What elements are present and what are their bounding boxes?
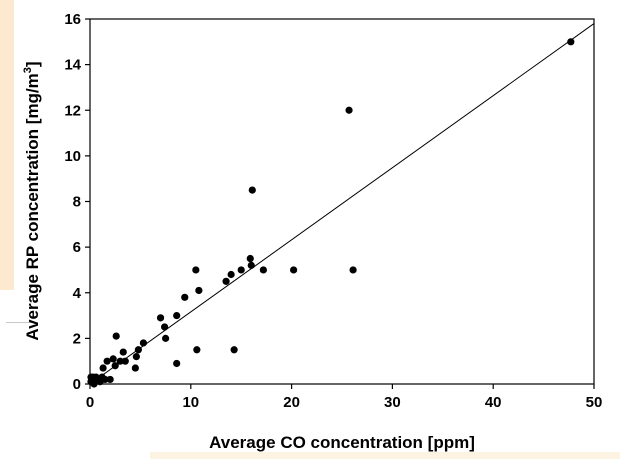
x-tick-label: 40 bbox=[485, 394, 502, 411]
y-axis-title-main: Average RP concentration [mg/m bbox=[23, 73, 42, 340]
x-axis-ticks: 0 10 20 30 40 50 bbox=[86, 384, 603, 411]
data-point bbox=[247, 261, 255, 269]
data-point bbox=[109, 355, 117, 363]
data-point bbox=[139, 339, 148, 347]
y-axis-ticks: 0 2 4 6 8 10 12 14 16 bbox=[64, 11, 90, 393]
data-point bbox=[345, 106, 353, 114]
y-tick-label: 14 bbox=[64, 57, 81, 74]
x-tick-label: 20 bbox=[283, 394, 300, 411]
data-point bbox=[230, 346, 238, 354]
data-point bbox=[246, 254, 254, 263]
data-point bbox=[349, 266, 357, 274]
data-points bbox=[87, 38, 575, 388]
data-point bbox=[116, 357, 124, 365]
data-point bbox=[567, 38, 575, 46]
data-point bbox=[156, 314, 165, 322]
x-tick-label: 30 bbox=[384, 394, 401, 411]
data-point bbox=[160, 323, 169, 331]
data-point bbox=[222, 277, 230, 285]
background-strip bbox=[0, 0, 14, 290]
x-axis-title: Average CO concentration [ppm] bbox=[209, 433, 475, 452]
trend-line bbox=[89, 23, 595, 385]
data-point bbox=[181, 293, 189, 301]
data-point bbox=[121, 357, 129, 365]
y-tick-label: 6 bbox=[73, 239, 81, 256]
data-point bbox=[192, 266, 200, 274]
data-point bbox=[290, 266, 298, 274]
y-axis-title: Average RP concentration [mg/m3] bbox=[22, 61, 42, 340]
data-point bbox=[112, 332, 120, 340]
data-point bbox=[195, 286, 203, 295]
data-point bbox=[227, 270, 235, 279]
y-tick-label: 0 bbox=[73, 376, 81, 393]
data-point bbox=[101, 375, 109, 384]
y-axis-title-close: ] bbox=[23, 61, 42, 67]
y-tick-label: 12 bbox=[64, 102, 81, 119]
y-tick-label: 10 bbox=[64, 148, 81, 165]
data-point bbox=[131, 364, 139, 372]
y-tick-label: 2 bbox=[73, 330, 81, 347]
data-point bbox=[248, 186, 256, 194]
y-tick-label: 8 bbox=[73, 194, 81, 211]
background-rule bbox=[6, 322, 38, 323]
data-point bbox=[119, 348, 127, 356]
y-tick-label: 4 bbox=[73, 285, 82, 302]
x-tick-label: 0 bbox=[86, 394, 94, 411]
data-point bbox=[162, 334, 170, 342]
data-point bbox=[259, 266, 267, 274]
y-tick-label: 16 bbox=[64, 11, 81, 28]
y-axis-title-superscript: 3 bbox=[22, 67, 34, 73]
data-point bbox=[132, 353, 140, 361]
data-point bbox=[106, 375, 114, 384]
data-point bbox=[173, 311, 181, 320]
data-point bbox=[99, 364, 107, 372]
x-tick-label: 50 bbox=[586, 394, 603, 411]
data-point bbox=[237, 266, 245, 274]
x-tick-label: 10 bbox=[182, 394, 199, 411]
background-bottom-band bbox=[150, 452, 620, 459]
data-point bbox=[173, 359, 181, 368]
data-point bbox=[134, 346, 142, 354]
data-point bbox=[193, 346, 201, 354]
data-point bbox=[111, 362, 119, 370]
data-point bbox=[103, 357, 111, 365]
